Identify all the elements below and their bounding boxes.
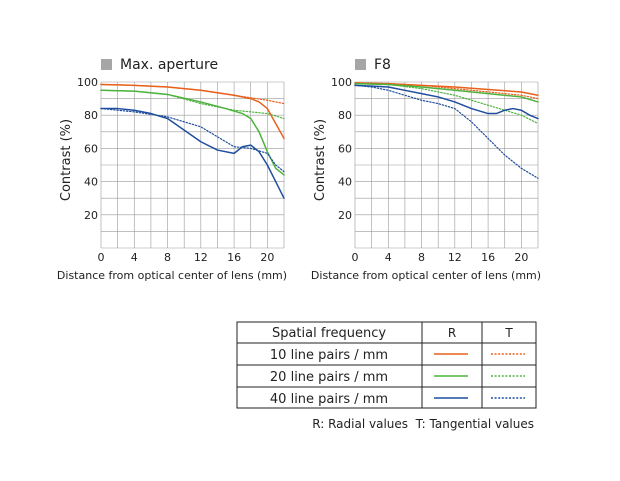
series-20-line-pairs-mm-r bbox=[100, 89, 285, 176]
chart-2-grid bbox=[354, 81, 539, 249]
chart-1-xlabel: Distance from optical center of lens (mm… bbox=[57, 269, 287, 282]
y-tick-label: 100 bbox=[331, 76, 352, 89]
series-40-line-pairs-mm-r bbox=[354, 84, 539, 120]
chart-2-xlabel: Distance from optical center of lens (mm… bbox=[311, 269, 541, 282]
x-tick-label: 16 bbox=[227, 251, 241, 264]
legend-row-label: 10 line pairs / mm bbox=[270, 348, 388, 363]
series-40-line-pairs-mm-t bbox=[354, 84, 539, 179]
chart-1-title-square bbox=[101, 59, 112, 70]
series-20-line-pairs-mm-t bbox=[354, 83, 539, 125]
x-tick-label: 12 bbox=[448, 251, 462, 264]
chart-2-title: F8 bbox=[374, 57, 391, 73]
y-tick-label: 40 bbox=[84, 176, 98, 189]
y-tick-label: 60 bbox=[338, 142, 352, 155]
legend-table: Spatial frequency R T 10 line pairs / mm… bbox=[236, 321, 537, 409]
chart-1-title: Max. aperture bbox=[120, 57, 218, 73]
series-40-line-pairs-mm-r bbox=[100, 107, 285, 199]
legend-header-frequency: Spatial frequency bbox=[272, 326, 386, 341]
series-20-line-pairs-mm-t bbox=[100, 89, 285, 120]
x-tick-label: 0 bbox=[98, 251, 105, 264]
x-tick-label: 0 bbox=[352, 251, 359, 264]
x-tick-label: 20 bbox=[514, 251, 528, 264]
x-tick-label: 8 bbox=[418, 251, 425, 264]
y-tick-label: 40 bbox=[338, 176, 352, 189]
chart-2-series bbox=[354, 82, 539, 179]
legend-header-r: R bbox=[448, 326, 456, 340]
chart-1-ticks: 0 4 8 12 16 20 20 40 60 80 100 bbox=[77, 76, 274, 264]
y-tick-label: 60 bbox=[84, 142, 98, 155]
y-tick-label: 20 bbox=[84, 209, 98, 222]
y-tick-label: 20 bbox=[338, 209, 352, 222]
legend-header-t: T bbox=[504, 326, 513, 340]
chart-2-title-square bbox=[355, 59, 366, 70]
y-tick-label: 80 bbox=[84, 109, 98, 122]
x-tick-label: 20 bbox=[260, 251, 274, 264]
series-10-line-pairs-mm-t bbox=[100, 83, 285, 105]
y-tick-label: 100 bbox=[77, 76, 98, 89]
x-tick-label: 4 bbox=[385, 251, 392, 264]
x-tick-label: 16 bbox=[481, 251, 495, 264]
series-40-line-pairs-mm-t bbox=[100, 107, 285, 173]
series-10-line-pairs-mm-t bbox=[354, 82, 539, 100]
chart-2-ticks: 0 4 8 12 16 20 20 40 60 80 100 bbox=[331, 76, 528, 264]
chart-1-grid bbox=[100, 81, 285, 249]
chart-1-series bbox=[100, 83, 285, 199]
x-tick-label: 4 bbox=[131, 251, 138, 264]
x-tick-label: 8 bbox=[164, 251, 171, 264]
chart-2-ylabel: Contrast (%) bbox=[313, 119, 328, 201]
legend-row-label: 20 line pairs / mm bbox=[270, 370, 388, 385]
y-tick-label: 80 bbox=[338, 109, 352, 122]
series-10-line-pairs-mm-r bbox=[100, 83, 285, 140]
chart-f8: F8 0 4 8 12 16 20 20 40 60 80 100 Contrast (%) Dis… bbox=[311, 57, 541, 282]
chart-max-aperture: Max. aperture 0 4 8 12 16 20 20 40 60 80 100 Contr… bbox=[57, 57, 287, 282]
legend-row-label: 40 line pairs / mm bbox=[270, 392, 388, 407]
legend-note: R: Radial values T: Tangential values bbox=[312, 417, 534, 431]
x-tick-label: 12 bbox=[194, 251, 208, 264]
chart-1-ylabel: Contrast (%) bbox=[59, 119, 74, 201]
